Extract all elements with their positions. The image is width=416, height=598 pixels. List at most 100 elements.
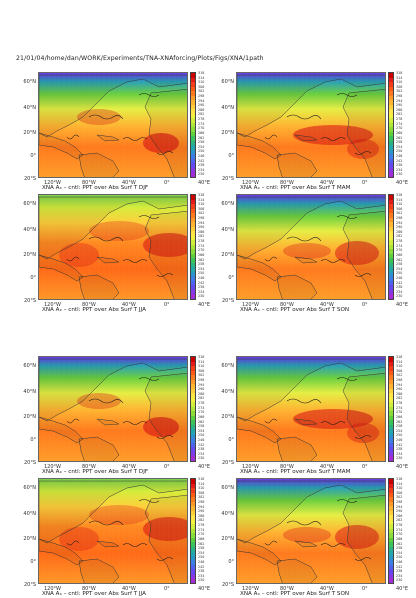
colorbar-tick-label: 290 — [396, 225, 403, 230]
colorbar-tick-label: 258 — [396, 546, 403, 551]
colorbar-swatch — [389, 235, 393, 241]
colorbar-swatch — [191, 438, 195, 443]
coastline — [237, 416, 282, 444]
precip-contour — [122, 137, 148, 141]
colorbar-tick-label: 270 — [396, 410, 403, 415]
latitude-label: 20°N — [23, 414, 36, 420]
warm-anomaly — [293, 409, 373, 429]
coastline — [342, 88, 385, 177]
colorbar-swatch — [191, 267, 195, 272]
colorbar-tick-label: 254 — [396, 428, 403, 433]
colorbar-swatch — [389, 122, 393, 128]
colorbar-swatch — [389, 73, 393, 78]
colorbar-swatch — [389, 488, 393, 493]
coastline — [78, 152, 120, 177]
coastline — [78, 558, 120, 583]
temperature-map — [236, 356, 386, 462]
coastline — [39, 416, 84, 444]
colorbar-tick-label: 306 — [198, 368, 205, 373]
colorbar-swatch — [389, 113, 393, 119]
colorbar-swatch — [191, 442, 195, 448]
coastline — [276, 558, 318, 583]
colorbar-swatch — [191, 235, 195, 241]
colorbar-tick-label: 254 — [198, 428, 205, 433]
colorbar-tick-label: 274 — [198, 243, 205, 248]
colorbar-swatch — [191, 113, 195, 119]
warm-anomaly — [77, 393, 121, 409]
colorbar-tick-label: 250 — [396, 271, 403, 276]
longitude-label: 40°W — [320, 464, 334, 470]
colorbar-tick-label: 278 — [198, 239, 205, 244]
colorbar-swatch — [389, 397, 393, 403]
panel-caption: XNA Aₓ – cntl: PPT over Abs Surf T DJF — [42, 185, 149, 191]
precip-contour — [138, 93, 160, 97]
colorbar-tick-label: 230 — [198, 578, 205, 583]
colorbar-tick-label: 314 — [396, 75, 403, 80]
colorbar-swatch — [389, 240, 393, 245]
colorbar-swatch — [389, 393, 393, 398]
longitude-label: 80°W — [82, 180, 96, 186]
colorbar-swatch — [191, 451, 195, 457]
latitude-label: 0° — [228, 275, 234, 281]
colorbar-tick-label: 246 — [396, 437, 403, 442]
warm-anomaly — [335, 241, 379, 265]
colorbar-swatch — [389, 136, 393, 141]
colorbar-tick-label: 310 — [396, 80, 403, 85]
colorbar-tick-label: 278 — [396, 401, 403, 406]
colorbar-swatch — [191, 204, 195, 209]
latitude-label: 20°N — [221, 130, 234, 136]
colorbar-tick-label: 234 — [396, 167, 403, 172]
colorbar-swatch — [191, 510, 195, 516]
colorbar-tick-label: 306 — [396, 206, 403, 211]
colorbar-swatch — [191, 573, 195, 579]
colorbar-swatch — [389, 438, 393, 443]
colorbar-swatch — [389, 551, 393, 556]
colorbar-tick-label: 262 — [396, 135, 403, 140]
colorbar-tick-label: 318 — [396, 71, 403, 75]
colorbar-swatch — [389, 519, 393, 525]
colorbar-swatch — [191, 546, 195, 552]
colorbar-tick-label: 318 — [198, 193, 205, 197]
coastline — [39, 254, 84, 282]
temperature-field — [237, 73, 385, 177]
colorbar-tick-label: 310 — [198, 486, 205, 491]
colorbar-tick-label: 254 — [198, 550, 205, 555]
colorbar-tick-label: 302 — [396, 89, 403, 94]
warm-anomaly — [335, 525, 379, 549]
longitude-label: 40°E — [396, 586, 409, 592]
colorbar-tick-label: 262 — [198, 135, 205, 140]
colorbar-swatch — [191, 253, 195, 259]
colorbar-swatch — [389, 249, 393, 254]
colorbar-tick-label: 270 — [396, 126, 403, 131]
coastline — [276, 436, 318, 461]
colorbar-swatch — [389, 483, 393, 489]
colorbar-swatch — [389, 424, 393, 430]
colorbar-tick-label: 302 — [396, 373, 403, 378]
colorbar-tick-label: 318 — [198, 477, 205, 481]
colorbar-tick-label: 286 — [396, 391, 403, 396]
colorbar-swatch — [191, 91, 195, 96]
colorbar-tick-label: 314 — [396, 481, 403, 486]
latitude-label: 0° — [228, 437, 234, 443]
colorbar-swatch — [191, 379, 195, 385]
coastline — [78, 436, 120, 461]
colorbar-tick-label: 258 — [198, 140, 205, 145]
colorbar-swatch — [191, 488, 195, 493]
colorbar-tick-label: 314 — [396, 197, 403, 202]
longitude-label: 80°W — [280, 180, 294, 186]
coastline — [237, 538, 282, 566]
precip-contour — [354, 435, 372, 439]
colorbar-tick-label: 246 — [396, 275, 403, 280]
colorbar-tick-label: 266 — [198, 536, 205, 541]
colorbar-tick-label: 262 — [198, 419, 205, 424]
latitude-label: 0° — [30, 153, 36, 159]
colorbar-swatch — [389, 285, 393, 290]
colorbar-tick-label: 318 — [198, 355, 205, 359]
colorbar-tick-label: 286 — [396, 513, 403, 518]
colorbar-swatch — [389, 289, 393, 295]
colorbar-swatch — [191, 127, 195, 132]
colorbar-swatch — [191, 555, 195, 561]
colorbar-swatch — [191, 271, 195, 277]
precip-contour — [286, 398, 322, 404]
precip-contour — [156, 435, 174, 439]
